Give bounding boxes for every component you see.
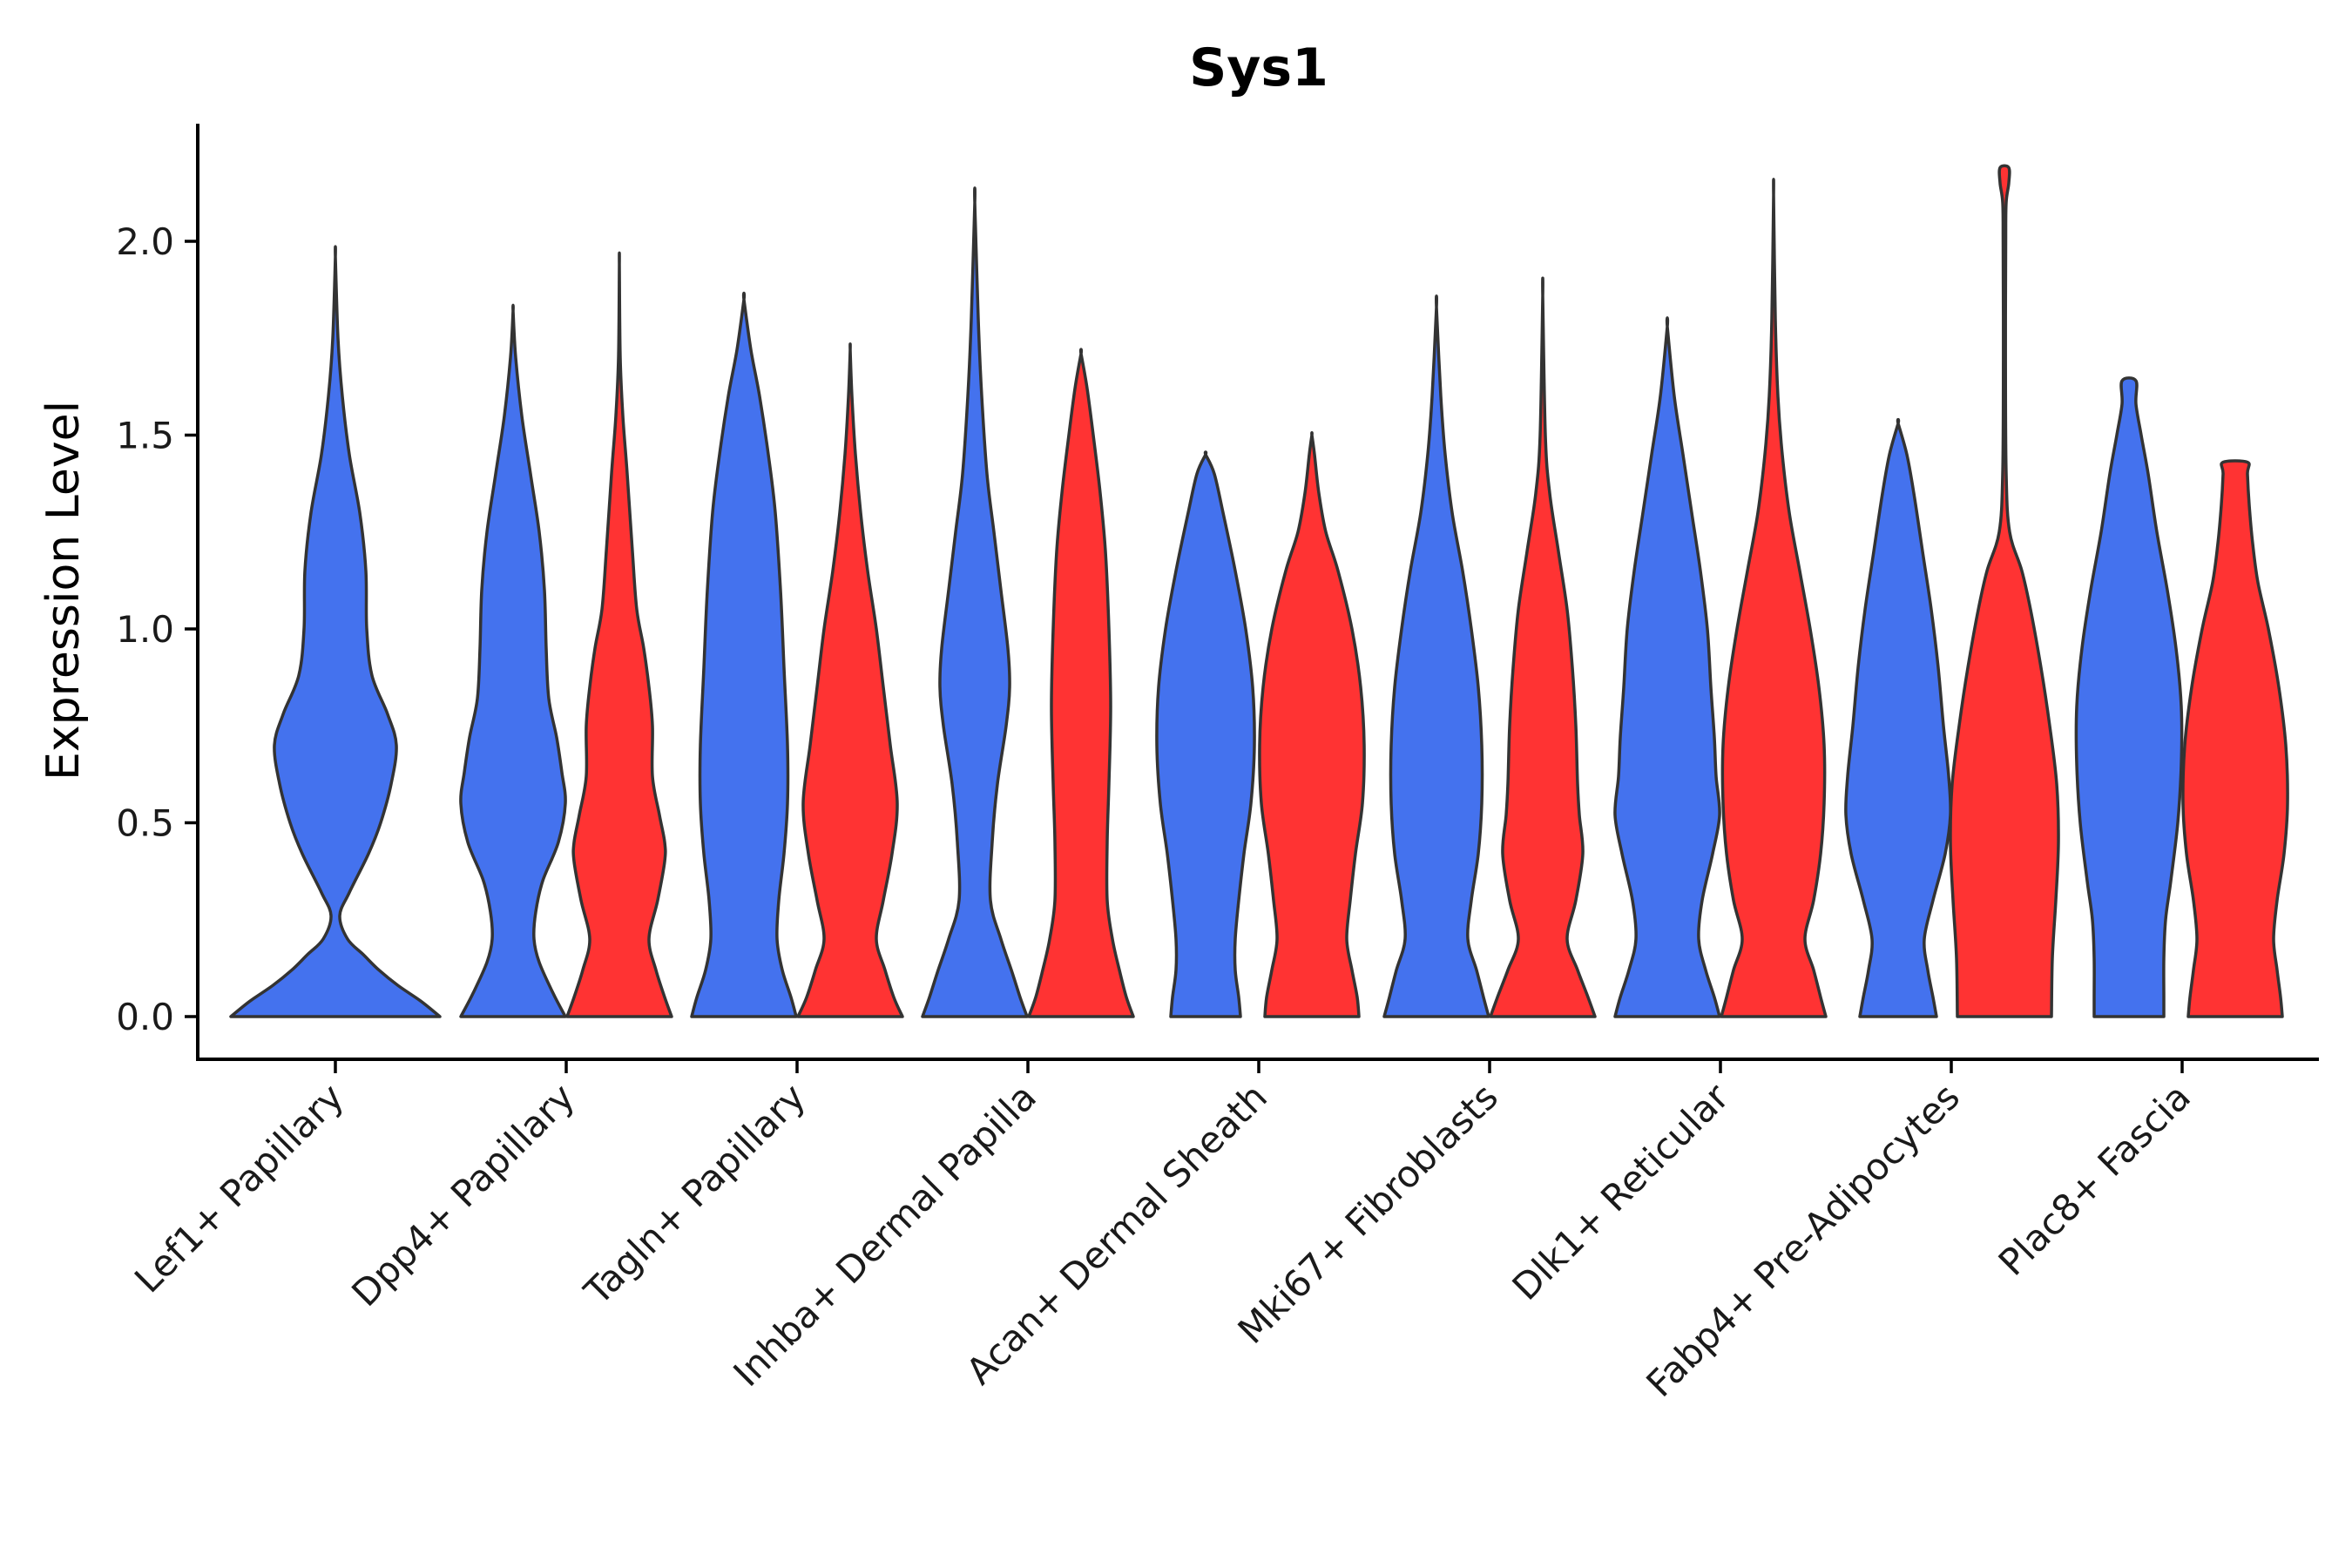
violin-blue-5 [1382,294,1490,1018]
violin-blue-0 [229,245,442,1018]
violins-group [229,164,2289,1018]
violin-red-1 [565,251,673,1018]
violin-blue-1 [459,303,567,1018]
y-tick-label: 2.0 [116,220,174,263]
x-tick-label: Plac8+ Fascia [1990,1075,2199,1283]
violin-red-3 [1027,348,1135,1018]
chart-title: Sys1 [1189,37,1328,98]
x-tick-label: Dpp4+ Papillary [343,1075,583,1315]
x-tick-label: Lef1+ Papillary [126,1075,352,1301]
violin-red-2 [796,342,904,1018]
violin-blue-6 [1613,316,1721,1018]
violin-blue-8 [2074,376,2184,1018]
x-tick-label: Tagln+ Papillary [576,1075,814,1313]
violin-red-7 [1949,164,2060,1018]
y-axis-label: Expression Level [37,401,90,781]
violin-red-6 [1720,178,1828,1018]
violin-blue-2 [690,291,798,1018]
violin-red-5 [1489,276,1597,1018]
violin-red-4 [1258,430,1366,1018]
violin-blue-3 [921,186,1029,1018]
violin-blue-7 [1844,417,1952,1018]
y-tick-label: 0.5 [116,802,174,845]
y-tick-label: 1.5 [116,415,174,457]
x-tick-label: Mki67+ Fibroblasts [1230,1075,1506,1351]
y-axis-ticks: 0.0 0.5 1.0 1.5 2.0 [116,220,198,1038]
x-tick-label: Dlk1+ Reticular [1504,1075,1738,1308]
violin-blue-4 [1155,450,1256,1018]
y-tick-label: 1.0 [116,608,174,651]
y-tick-label: 0.0 [116,996,174,1038]
violin-red-8 [2181,459,2289,1018]
